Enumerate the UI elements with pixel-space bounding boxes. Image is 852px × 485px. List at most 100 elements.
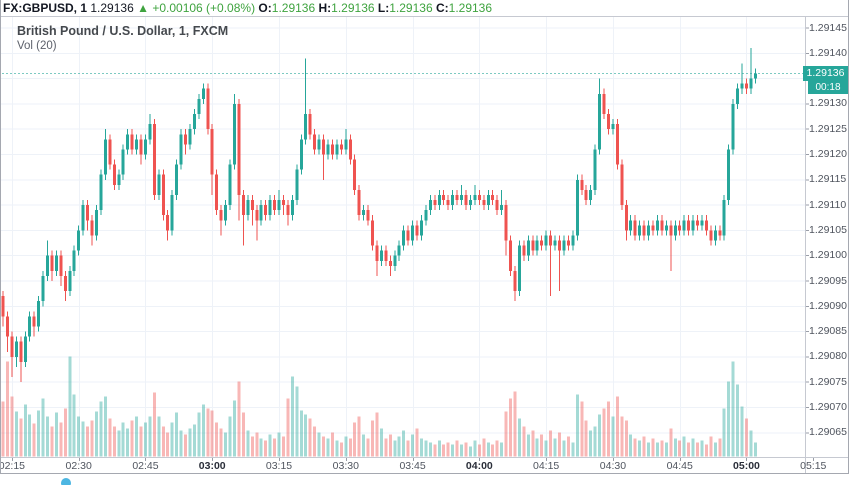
candle-body: [540, 240, 544, 246]
candle-body: [673, 225, 677, 236]
candle-body: [442, 194, 446, 201]
volume-bar: [90, 420, 94, 457]
volume-bar: [250, 436, 254, 457]
candle-body: [696, 220, 700, 226]
candle-body: [562, 240, 566, 251]
volume-bar: [549, 430, 553, 457]
candle-body: [161, 174, 165, 216]
candle-body: [419, 220, 423, 236]
volume-bar: [215, 422, 219, 457]
candle-body: [339, 144, 343, 150]
volume-bar: [664, 442, 668, 457]
last-price: 1.29136: [90, 1, 134, 15]
volume-bar: [482, 438, 486, 457]
volume-bar: [419, 438, 423, 457]
volume-bar: [504, 411, 508, 457]
volume-bar: [602, 408, 606, 457]
candle-body: [179, 134, 183, 165]
volume-bar: [37, 410, 41, 457]
volume-bar: [753, 442, 757, 457]
price-axis-label: 1.29070: [809, 401, 847, 413]
candle-body: [504, 205, 508, 241]
time-axis[interactable]: 02:15 02:30 02:45 03:00 03:15 03:30 03:45 04:00…: [0, 458, 849, 473]
ohlc-readout: FX:GBPUSD, 1 1.29136 ▲ +0.00106 (+0.08%)…: [3, 1, 803, 16]
candle-body: [482, 200, 486, 206]
candle-body: [32, 316, 36, 327]
candle-body: [580, 179, 584, 190]
volume-bar: [77, 416, 81, 457]
volume-bar: [491, 444, 495, 457]
candle-body: [152, 124, 156, 195]
candle-body: [687, 220, 691, 231]
price-axis[interactable]: 1.29145 1.29140 1.29130 1.29125 1.29120 1.291…: [809, 17, 848, 457]
candle-body: [718, 230, 722, 236]
candle-body: [317, 139, 321, 150]
volume-bar: [59, 422, 63, 457]
candle-body: [5, 316, 9, 337]
volume-bar: [740, 406, 744, 457]
price-axis-label: 1.29115: [809, 173, 847, 186]
candle-body: [41, 275, 45, 302]
candle-body: [224, 205, 228, 221]
candle-body: [740, 83, 744, 89]
candle-body: [215, 174, 219, 211]
volume-bar: [379, 428, 383, 457]
volume-bar: [362, 434, 366, 457]
candle-body: [326, 144, 330, 155]
volume-bar: [224, 432, 228, 457]
candle-body: [197, 98, 201, 115]
pane-legend[interactable]: British Pound / U.S. Dollar, 1, FXCM Vol…: [17, 23, 228, 54]
candle-body: [264, 205, 268, 216]
candle-body: [121, 149, 125, 175]
volume-bar: [339, 442, 343, 457]
candle-body: [633, 220, 637, 236]
candle-body: [749, 78, 753, 89]
volume-bar: [442, 444, 446, 457]
volume-bar: [526, 434, 530, 457]
volume-bar: [411, 434, 415, 457]
candle-body: [727, 149, 731, 201]
candle-body: [428, 200, 432, 211]
candle-body: [86, 205, 90, 221]
candle-body: [455, 194, 459, 201]
volume-bar: [273, 438, 277, 457]
legend-volume-indicator[interactable]: Vol (20): [17, 40, 57, 52]
volume-bar: [749, 430, 753, 457]
candle-body: [81, 205, 85, 231]
candle-body: [299, 139, 303, 170]
volume-bar: [206, 408, 210, 457]
time-axis-label: 03:15: [265, 460, 293, 472]
legend-symbol-title[interactable]: British Pound / U.S. Dollar, 1, FXCM: [17, 24, 229, 38]
volume-bar: [727, 381, 731, 457]
candle-body: [571, 235, 575, 246]
candle-body: [188, 129, 192, 145]
candle-body: [19, 341, 23, 362]
candle-body: [384, 250, 388, 261]
candle-body: [704, 220, 708, 231]
volume-bar: [606, 401, 610, 457]
candle-body: [166, 215, 170, 231]
volume-bar: [629, 434, 633, 457]
volume-bar: [486, 442, 490, 457]
candle-body: [103, 139, 107, 175]
candle-body: [330, 144, 334, 155]
current-price-badge: 1.29136: [803, 66, 848, 81]
candle-body: [575, 179, 579, 236]
volume-bar: [326, 438, 330, 457]
candle-body: [477, 194, 481, 201]
candle-body: [713, 230, 717, 241]
time-axis-label: 04:30: [599, 460, 627, 472]
volume-bar: [308, 418, 312, 457]
candle-body: [411, 225, 415, 241]
volume-bar: [184, 434, 188, 457]
volume-bar: [553, 438, 557, 457]
volume-bar: [148, 416, 152, 457]
volume-bar: [317, 432, 321, 457]
volume-bar: [393, 440, 397, 457]
volume-bar: [94, 411, 98, 457]
volume-bar: [41, 398, 45, 457]
candle-body: [664, 225, 668, 231]
volume-bar: [152, 392, 156, 457]
volume-bar: [451, 444, 455, 457]
